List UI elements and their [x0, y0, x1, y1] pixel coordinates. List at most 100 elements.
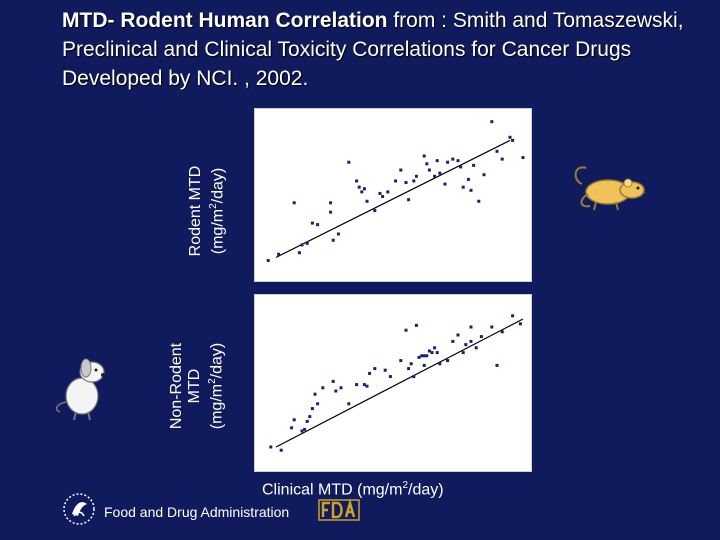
rodent-data-point [433, 174, 437, 178]
rodent-data-point [500, 157, 504, 161]
rat-icon [574, 166, 647, 211]
rodent-y-axis-label: Rodent MTD (mg/m2/day) [187, 141, 227, 281]
non-rodent-data-point [479, 335, 483, 339]
rodent-data-point [277, 252, 281, 256]
rodent-data-point [381, 195, 385, 199]
non-rodent-data-point [518, 322, 522, 326]
rodent-data-point [386, 190, 390, 194]
rodent-data-point [300, 243, 304, 247]
rodent-data-point [329, 210, 333, 214]
footer-agency: Food and Drug Administration [104, 504, 290, 520]
non-rodent-data-point [451, 339, 455, 343]
rodent-data-point [292, 201, 296, 205]
rodent-data-point [378, 191, 382, 195]
non-rodent-data-point [469, 325, 473, 329]
rodent-y-label-line1: Rodent MTD [187, 165, 204, 257]
x-axis-label: Clinical MTD (mg/m2/day) [262, 480, 444, 499]
non-rodent-data-point [461, 351, 465, 355]
non-rodent-data-point [425, 354, 429, 358]
rodent-data-point [266, 259, 270, 263]
rodent-data-point [456, 159, 460, 163]
rodent-data-point [427, 168, 431, 172]
non-rodent-data-point [373, 367, 377, 371]
non-rodent-data-point [433, 346, 437, 350]
non-rodent-data-point [422, 363, 426, 367]
rodent-data-point [443, 182, 447, 186]
non-rodent-data-point [412, 375, 416, 379]
rodent-data-point [461, 185, 465, 189]
rodent-data-point [482, 173, 486, 177]
non-rodent-data-point [404, 328, 408, 332]
non-rodent-data-point [399, 359, 403, 363]
rodent-data-point [373, 209, 377, 213]
nonrodent-y-label-line3: (mg/m2/day) [207, 342, 226, 430]
rodent-data-point [495, 149, 499, 153]
rodent-data-point [422, 154, 426, 158]
rodent-data-point [297, 251, 301, 255]
rodent-plot-area [254, 108, 532, 282]
rodent-scatter-plot [266, 120, 525, 263]
rodent-data-point [508, 135, 512, 139]
non-rodent-data-point [305, 419, 309, 423]
non-rodent-data-point [407, 367, 411, 371]
rodent-data-point [316, 223, 320, 227]
non-rodent-data-point [334, 389, 338, 393]
non-rodent-data-point [422, 354, 426, 358]
rodent-data-point [360, 190, 364, 194]
non-rodent-data-point [269, 445, 273, 449]
rodent-data-point [310, 221, 314, 225]
nonrodent-plot-area [254, 294, 532, 472]
rodent-data-point [336, 232, 340, 236]
hhs-eagle-icon [63, 493, 95, 525]
rodent-data-point [357, 185, 361, 189]
non-rodent-data-point [500, 330, 504, 334]
non-rodent-data-point [316, 402, 320, 406]
non-rodent-data-point [308, 415, 312, 419]
rodent-data-point [305, 241, 309, 245]
rodent-data-point [438, 171, 442, 175]
fda-logo-icon [318, 498, 360, 521]
non-rodent-data-point [339, 386, 343, 390]
rodent-data-point [331, 238, 335, 242]
non-rodent-data-point [490, 325, 494, 329]
non-rodent-data-point [362, 383, 366, 387]
rodent-data-point [521, 156, 525, 160]
rodent-data-point [435, 159, 439, 163]
nonrodent-y-label-line2: MTD [186, 368, 203, 404]
rodent-data-point [414, 174, 418, 178]
rodent-trendline [275, 139, 511, 258]
rodent-data-point [355, 179, 359, 183]
non-rodent-data-point [355, 383, 359, 387]
non-rodent-data-point [383, 368, 387, 372]
title-rest: from : Smith and Tomaszewski, Preclinica… [62, 9, 684, 90]
non-rodent-data-point [300, 429, 304, 433]
non-rodent-data-point [368, 371, 372, 375]
rodent-data-point [329, 201, 333, 205]
rodent-data-point [407, 198, 411, 202]
rodent-data-point [466, 177, 470, 181]
non-rodent-data-point [446, 359, 450, 363]
non-rodent-data-point [464, 343, 468, 347]
non-rodent-data-point [430, 351, 434, 355]
rodent-data-point [347, 160, 351, 164]
rodent-data-point [394, 179, 398, 183]
dog-icon [55, 358, 105, 421]
non-rodent-data-point [417, 355, 421, 359]
non-rodent-data-point [292, 418, 296, 422]
nonrodent-y-axis-label: Non-Rodent MTD (mg/m2/day) [168, 311, 226, 461]
non-rodent-data-point [409, 362, 413, 366]
non-rodent-data-point [347, 402, 351, 406]
non-rodent-data-point [420, 354, 424, 358]
non-rodent-data-point [388, 375, 392, 379]
non-rodent-data-point [456, 333, 460, 337]
rodent-data-point [490, 120, 494, 124]
rodent-data-point [362, 187, 366, 191]
non-rodent-data-point [474, 346, 478, 350]
rodent-data-point [459, 165, 463, 169]
non-rodent-data-point [279, 448, 283, 452]
non-rodent-data-point [435, 351, 439, 355]
non-rodent-data-point [427, 349, 431, 353]
non-rodent-data-point [495, 363, 499, 367]
non-rodent-trendline [275, 318, 524, 448]
non-rodent-data-point [414, 323, 418, 327]
